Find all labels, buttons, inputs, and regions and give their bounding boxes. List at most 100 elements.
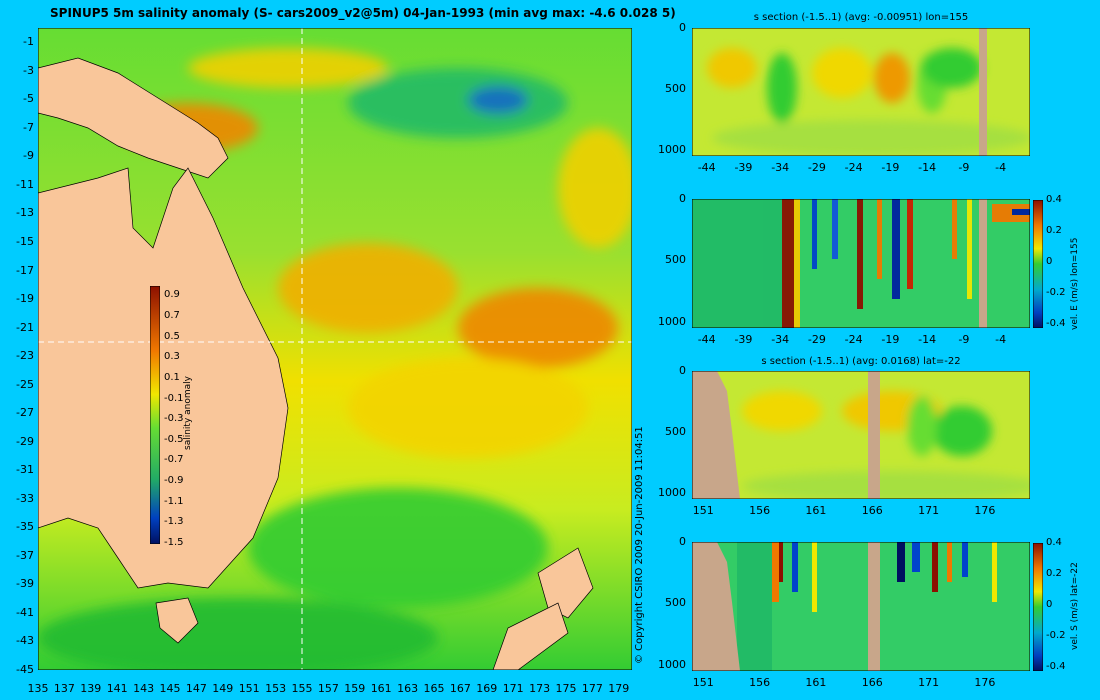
map-y-tick: -27 [16,406,34,420]
map-colorbar-tick: 0.1 [164,371,180,383]
panel2-colorbar-tick: 0.2 [1046,225,1062,236]
map-y-tick: -11 [16,177,34,191]
panel2-x-tick: -24 [844,333,863,346]
map-colorbar-tick: -0.3 [164,413,184,425]
map-y-tick: -43 [16,634,34,648]
map-x-tick: 139 [80,682,102,695]
panel2-y-tick: 0 [679,192,686,205]
map-y-tick: -39 [16,577,34,591]
panel1-x-tick: -39 [734,161,753,174]
panel4-colorbar-tick: 0.4 [1046,537,1062,548]
map-y-tick: -1 [23,35,34,49]
map-x-tick: 157 [317,682,339,695]
panel4-velocity-section [692,542,1030,671]
map-y-tick: -9 [23,149,34,163]
map-y-tick: -41 [16,605,34,619]
map-y-tick: -5 [23,92,34,106]
map-x-tick: 155 [291,682,313,695]
map-y-tick: -31 [16,463,34,477]
map-colorbar-label: salinity anomaly [183,376,193,450]
panel2-colorbar-tick: 0.4 [1046,194,1062,205]
panel4-x-tick: 151 [692,676,714,689]
panel1-y-tick: 0 [679,21,686,34]
panel2-y-tick: 1000 [658,314,686,328]
panel4-colorbar-tick: 0.2 [1046,568,1062,579]
map-x-tick: 161 [370,682,392,695]
map-y-tick: -37 [16,548,34,562]
panel3-x-tick: 161 [805,504,827,517]
map-x-tick: 141 [106,682,128,695]
panel2-colorbar-tick: 0 [1046,256,1053,267]
panel1-x-tick: -4 [995,161,1007,174]
map-title: SPINUP5 5m salinity anomaly (S- cars2009… [50,6,676,20]
map-x-tick: 169 [476,682,498,695]
map-x-tick: 135 [27,682,49,695]
panel2-x-tick: -29 [807,333,826,346]
panel3-y-tick: 500 [665,424,686,438]
panel4-colorbar-label: vel. S (m/s) lat=-22 [1070,562,1080,650]
map-x-tick: 171 [502,682,524,695]
panel4-colorbar [1033,543,1043,671]
map-colorbar-tick: -0.7 [164,454,184,466]
map-x-tick: 165 [423,682,445,695]
panel4-colorbar-tick: -0.2 [1046,630,1066,641]
map-y-tick: -19 [16,292,34,306]
panel2-colorbar-tick: -0.2 [1046,287,1066,298]
panel3-x-tick: 156 [749,504,771,517]
panel2-colorbar [1033,200,1043,328]
panel4-x-tick: 171 [918,676,940,689]
map-x-tick: 177 [581,682,603,695]
map-y-tick: -23 [16,349,34,363]
map-y-tick: -15 [16,235,34,248]
copyright-text: © Copyright CSIRO 2009 20-Jun-2009 11:04… [634,426,645,664]
map-colorbar-tick: -1.5 [164,537,184,548]
panel1-y-tick: 500 [665,81,686,95]
map-x-tick: 159 [344,682,366,695]
panel2-x-tick: -39 [734,333,753,346]
map-x-tick: 137 [53,682,75,695]
panel2-x-tick: -14 [918,333,937,346]
map-colorbar-tick: -1.3 [164,516,184,528]
map-y-tick: -21 [16,320,34,334]
map-colorbar-tick: -0.1 [164,392,184,404]
map-colorbar-tick: -1.1 [164,495,184,507]
map-y-tick: -45 [16,663,34,676]
panel3-x-tick: 151 [692,504,714,517]
map-x-tick: 143 [133,682,155,695]
panel4-x-tick: 176 [974,676,996,689]
panel4-y-tick: 1000 [658,657,686,671]
panel3-x-tick: 171 [918,504,940,517]
panel2-velocity-section [692,199,1030,328]
panel1-x-tick: -19 [881,161,900,174]
map-x-tick: 163 [397,682,419,695]
panel1-x-tick: -29 [807,161,826,174]
panel4-x-tick: 166 [861,676,883,689]
panel1-x-tick: -9 [958,161,970,174]
map-y-tick: -29 [16,434,34,448]
panel3-x-tick: 166 [861,504,883,517]
map-x-tick: 149 [212,682,234,695]
panel1-x-tick: -44 [697,161,716,174]
map-x-tick: 173 [529,682,551,695]
panel1-y-tick: 1000 [658,142,686,156]
salinity-map [38,28,632,670]
panel4-x-tick: 156 [749,676,771,689]
map-x-tick: 147 [185,682,207,695]
map-y-tick: -17 [16,263,34,277]
panel1-x-tick: -24 [844,161,863,174]
map-x-tick: 179 [608,682,630,695]
map-colorbar-tick: 0.3 [164,351,180,363]
map-colorbar-tick: 0.5 [164,330,180,342]
panel1-x-tick: -14 [918,161,937,174]
panel2-colorbar-label: vel. E (m/s) lon=155 [1070,237,1080,330]
panel1-salinity-section [692,28,1030,156]
panel2-x-tick: -19 [881,333,900,346]
panel2-x-tick: -4 [995,333,1007,346]
panel2-x-tick: -44 [697,333,716,346]
map-colorbar-tick: 0.9 [164,289,180,301]
panel4-y-tick: 0 [679,535,686,548]
panel4-y-tick: 500 [665,596,686,610]
map-x-tick: 153 [265,682,287,695]
panel3-salinity-section [692,371,1030,499]
map-colorbar-tick: -0.5 [164,433,184,445]
